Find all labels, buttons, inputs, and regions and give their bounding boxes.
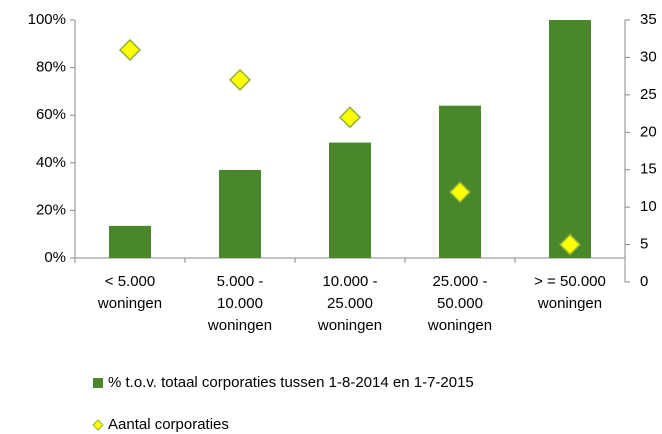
legend-label: % t.o.v. totaal corporaties tussen 1-8-2… [108, 374, 474, 391]
diamond-marker [118, 38, 142, 62]
bar [329, 142, 371, 258]
legend-swatch [92, 419, 104, 431]
diamond-marker [228, 68, 252, 91]
x-tick-label: 10.000 [217, 295, 263, 312]
x-tick-label: woningen [537, 295, 602, 312]
y2-tick-label: 30 [640, 48, 657, 65]
y-tick-label: 20% [36, 201, 66, 218]
diamond-marker [558, 233, 582, 256]
bar [549, 20, 591, 258]
x-tick-label: 25.000 - [432, 273, 487, 290]
bar [109, 225, 151, 258]
bar [219, 169, 261, 258]
y2-tick-label: 25 [640, 86, 657, 103]
legend-swatch [93, 378, 103, 388]
y-tick-label: 0% [44, 249, 66, 266]
y-tick-label: 40% [36, 154, 66, 171]
x-tick-label: woningen [317, 317, 382, 334]
diamond-marker [338, 106, 362, 129]
y2-tick-label: 20 [640, 123, 657, 140]
y2-tick-label: 0 [640, 273, 648, 290]
x-tick-label: < 5.000 [105, 273, 155, 290]
x-tick-label: 50.000 [437, 295, 483, 312]
x-tick-label: woningen [97, 295, 162, 312]
diamond-marker [448, 181, 472, 204]
x-tick-label: > = 50.000 [534, 273, 606, 290]
y-tick-label: 80% [36, 59, 66, 76]
y2-tick-label: 15 [640, 161, 657, 178]
x-tick-label: woningen [427, 317, 492, 334]
x-tick-label: 25.000 [327, 295, 373, 312]
y-tick-label: 60% [36, 106, 66, 123]
x-tick-label: woningen [207, 317, 272, 334]
y2-tick-label: 10 [640, 198, 657, 215]
legend-label: Aantal corporaties [108, 416, 229, 433]
x-tick-label: 5.000 - [217, 273, 264, 290]
y2-tick-label: 35 [640, 11, 657, 28]
y2-tick-label: 5 [640, 236, 648, 253]
y-tick-label: 100% [28, 11, 66, 28]
x-tick-label: 10.000 - [322, 273, 377, 290]
